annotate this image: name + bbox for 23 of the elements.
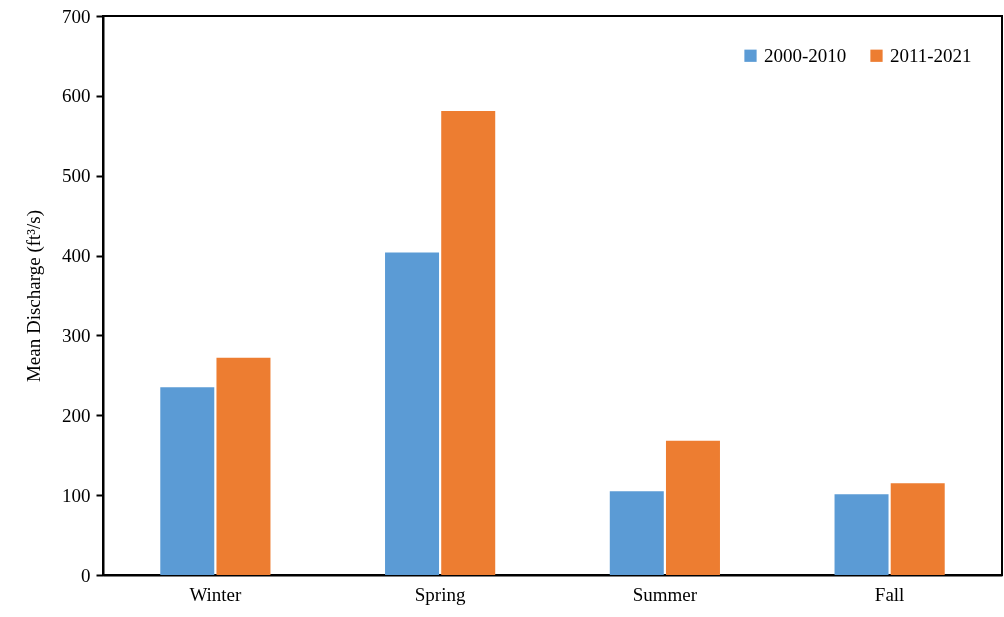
x-tick-label: Spring [414,583,466,605]
x-tick-label: Winter [189,583,243,605]
bar [834,494,889,575]
legend-label: 2011-2021 [890,44,972,66]
bar [160,387,215,575]
x-tick-label: Fall [874,583,905,605]
y-tick-label: 500 [62,165,91,187]
bar [890,483,945,575]
y-tick-label: 0 [81,564,91,586]
y-tick-label: 400 [62,245,91,267]
bar [385,252,440,575]
bar [441,111,496,575]
y-tick-label: 300 [62,324,91,346]
bar [216,357,271,575]
y-axis-title: Mean Discharge (ft³/s) [23,209,45,383]
bar [665,440,720,575]
legend-label: 2000-2010 [764,44,847,66]
y-tick-label: 200 [62,404,91,426]
y-tick-label: 700 [62,5,91,27]
y-tick-label: 100 [62,484,91,506]
x-tick-label: Summer [632,583,698,605]
y-tick-label: 600 [62,85,91,107]
bar [609,491,664,575]
